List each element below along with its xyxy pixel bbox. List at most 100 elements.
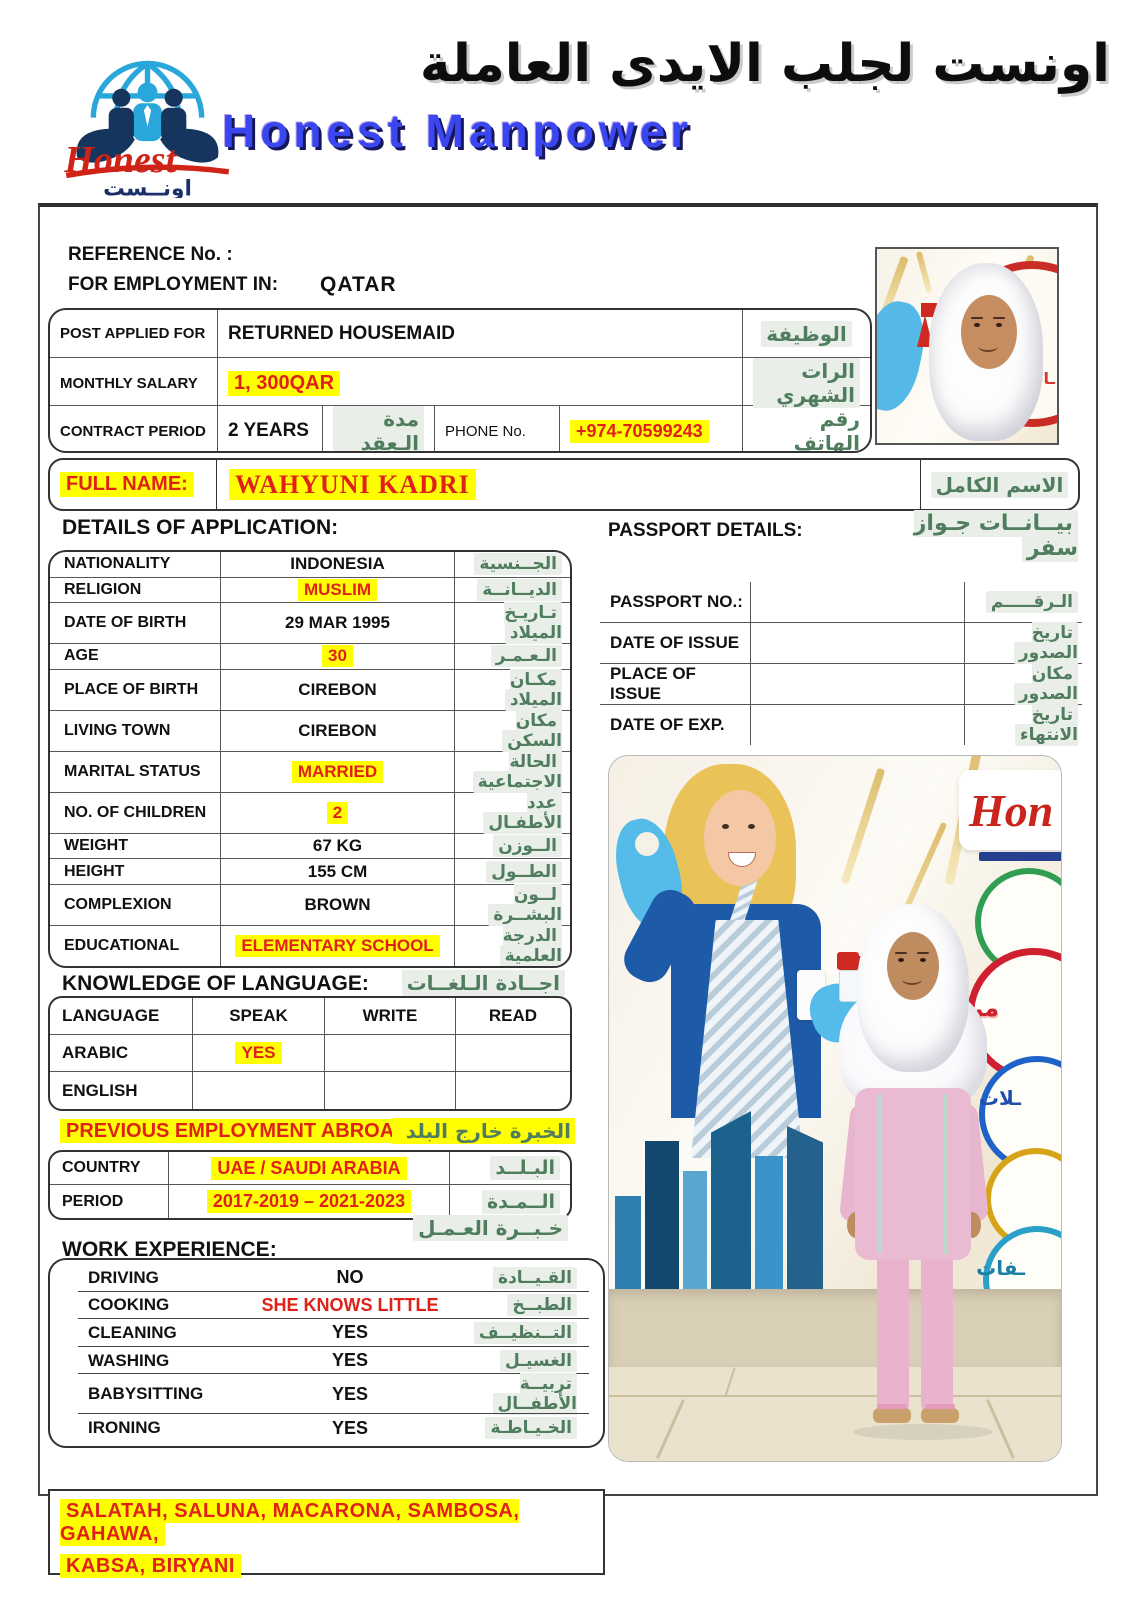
face-eye	[920, 958, 926, 962]
face-eye	[748, 824, 755, 829]
write-value	[324, 1072, 455, 1109]
monthly-salary-label: MONTHLY SALARY	[60, 374, 198, 392]
row-label: BABYSITTING	[88, 1384, 204, 1404]
row-value: YES	[331, 1322, 369, 1343]
applicant-portrait-photo: ـات	[875, 247, 1059, 445]
read-value	[455, 1035, 570, 1071]
row-label: DATE OF EXP.	[610, 714, 725, 734]
previous-employment-heading-arabic: الخبرة خارج البلد	[392, 1118, 575, 1144]
table-row: ENGLISH	[50, 1072, 570, 1109]
employment-country: QATAR	[320, 273, 397, 296]
table-row: RELIGION MUSLIM الديــانــة	[50, 577, 570, 604]
row-value: ELEMENTARY SCHOOL	[220, 926, 455, 966]
read-value	[455, 1072, 570, 1109]
city-skyline-graphic	[615, 1101, 827, 1291]
known-dishes-box: SALATAH, SALUNA, MACARONA, SAMBOSA, GAHA…	[48, 1489, 605, 1578]
language-name: ARABIC	[62, 1043, 129, 1062]
date-of-expiry-field	[750, 704, 965, 745]
monthly-salary-value: 1, 300QAR	[217, 358, 742, 408]
table-row: DRIVING NO القـيــادة	[50, 1264, 603, 1292]
row-label: IRONING	[88, 1418, 161, 1438]
row-arabic: تاريخ الصدور	[965, 621, 1082, 664]
table-row: IRONING YES الخـيـاطـة	[50, 1414, 603, 1442]
row-value: MUSLIM	[220, 577, 455, 603]
table-row: NATIONALITY INDONESIA الجــنسية	[50, 552, 570, 578]
country-value: UAE / SAUDI ARABIA	[168, 1152, 450, 1184]
row-value: SHE KNOWS LITTLE	[261, 1294, 439, 1315]
row-value: CIREBON	[220, 669, 455, 710]
post-applied-label: POST APPLIED FOR	[60, 325, 206, 342]
applicant-leg	[921, 1250, 953, 1414]
previous-employment-table: COUNTRY UAE / SAUDI ARABIA البـلــد PERI…	[48, 1150, 572, 1220]
row-arabic: الحالة الاجتماعية	[455, 750, 570, 793]
table-row: CONTRACT PERIOD 2 YEARS مدة الـعقد PHONE…	[50, 406, 870, 451]
row-label: PLACE OF BIRTH	[64, 680, 199, 698]
table-row: PLACE OF BIRTH CIREBON مكـان الميلاد	[50, 668, 570, 711]
table-row: DATE OF ISSUE تاريخ الصدور	[600, 621, 1082, 664]
table-row: CLEANING YES التــنظيــف	[50, 1319, 603, 1347]
row-value: 155 CM	[220, 859, 455, 884]
row-label: PASSPORT NO.:	[610, 591, 743, 611]
face-brow	[917, 952, 929, 954]
post-applied-value: RETURNED HOUSEMAID	[217, 310, 742, 357]
row-arabic: الـرقـــــم	[965, 590, 1082, 613]
banner-spray-bottle	[837, 952, 859, 970]
full-name-value: WAHYUNI KADRI	[217, 468, 920, 500]
passport-number-field	[750, 582, 965, 622]
language-name: ENGLISH	[62, 1080, 138, 1100]
row-value: YES	[331, 1383, 369, 1404]
monthly-salary-arabic: الرات الشهري	[742, 358, 870, 408]
applicant-full-body-photo: Hon مربيات ـلات ـفات	[608, 755, 1062, 1462]
row-arabic: تـاريـخ الميلاد	[504, 602, 562, 645]
agency-name: Honest Manpower	[222, 105, 694, 157]
row-value: YES	[331, 1417, 369, 1438]
applicant-face	[961, 295, 1017, 369]
speak-value	[192, 1072, 324, 1109]
agency-arabic-title: اونست لجلب الايدى العاملة	[419, 34, 1110, 94]
full-name-row: FULL NAME: WAHYUNI KADRI الاسم الكامل	[48, 458, 1080, 511]
building	[645, 1141, 679, 1291]
table-row: PLACE OF ISSUE مكان الصدور	[600, 662, 1082, 705]
banner-cleaner-face	[704, 790, 776, 886]
globe-hands-icon: Honest اونــست	[63, 60, 230, 201]
table-row: MONTHLY SALARY 1, 300QAR الرات الشهري	[50, 358, 870, 408]
face-brow	[895, 952, 907, 954]
banner-word-fragment: ـفات	[976, 1256, 1025, 1280]
face-eye	[898, 958, 904, 962]
row-value: 67 KG	[220, 833, 455, 859]
country-label: COUNTRY	[62, 1159, 141, 1176]
details-section-heading: DETAILS OF APPLICATION:	[62, 516, 339, 539]
row-arabic: تربيــة الأطفــال	[440, 1373, 603, 1416]
employment-in-label: FOR EMPLOYMENT IN:	[68, 274, 279, 295]
row-arabic: الطبــخ	[440, 1294, 603, 1317]
row-arabic: مكان الصدور	[965, 662, 1082, 705]
face-smile	[978, 341, 998, 352]
row-label: RELIGION	[64, 580, 142, 598]
tile-seam	[724, 1367, 736, 1397]
tunic-stripe	[943, 1094, 948, 1254]
banner-logo-underline	[979, 852, 1061, 861]
row-value: MARRIED	[220, 751, 455, 792]
place-of-issue-field	[750, 663, 965, 704]
row-arabic: الـعـمـر	[455, 645, 570, 668]
row-arabic: مكان السكن	[455, 709, 570, 752]
work-experience-heading-arabic: خـبــرة العـمـل	[400, 1215, 568, 1241]
period-value: 2017-2019 – 2021-2023	[168, 1185, 450, 1218]
row-arabic: الــوزن	[455, 835, 570, 858]
banner-word-fragment: ـلات	[978, 1086, 1021, 1110]
row-label: NO. OF CHILDREN	[64, 803, 207, 821]
applicant-tunic	[855, 1088, 971, 1260]
table-row: HEIGHT 155 CM الطــول	[50, 859, 570, 885]
table-row: WEIGHT 67 KG الــوزن	[50, 833, 570, 860]
gold-streak	[840, 767, 886, 885]
row-arabic: لــون البشــرة	[455, 884, 570, 926]
banner-glove-ok-sign	[635, 832, 659, 856]
table-row: LIVING TOWN CIREBON مكان السكن	[50, 709, 570, 752]
date-of-issue-field	[750, 622, 965, 663]
row-arabic: مكـان الميلاد	[455, 668, 570, 711]
building	[683, 1171, 707, 1291]
row-label: HEIGHT	[64, 862, 125, 880]
applicant-sandal	[873, 1408, 911, 1423]
row-label: COOKING	[88, 1295, 170, 1315]
employment-summary-table: POST APPLIED FOR RETURNED HOUSEMAID الوظ…	[48, 308, 872, 453]
